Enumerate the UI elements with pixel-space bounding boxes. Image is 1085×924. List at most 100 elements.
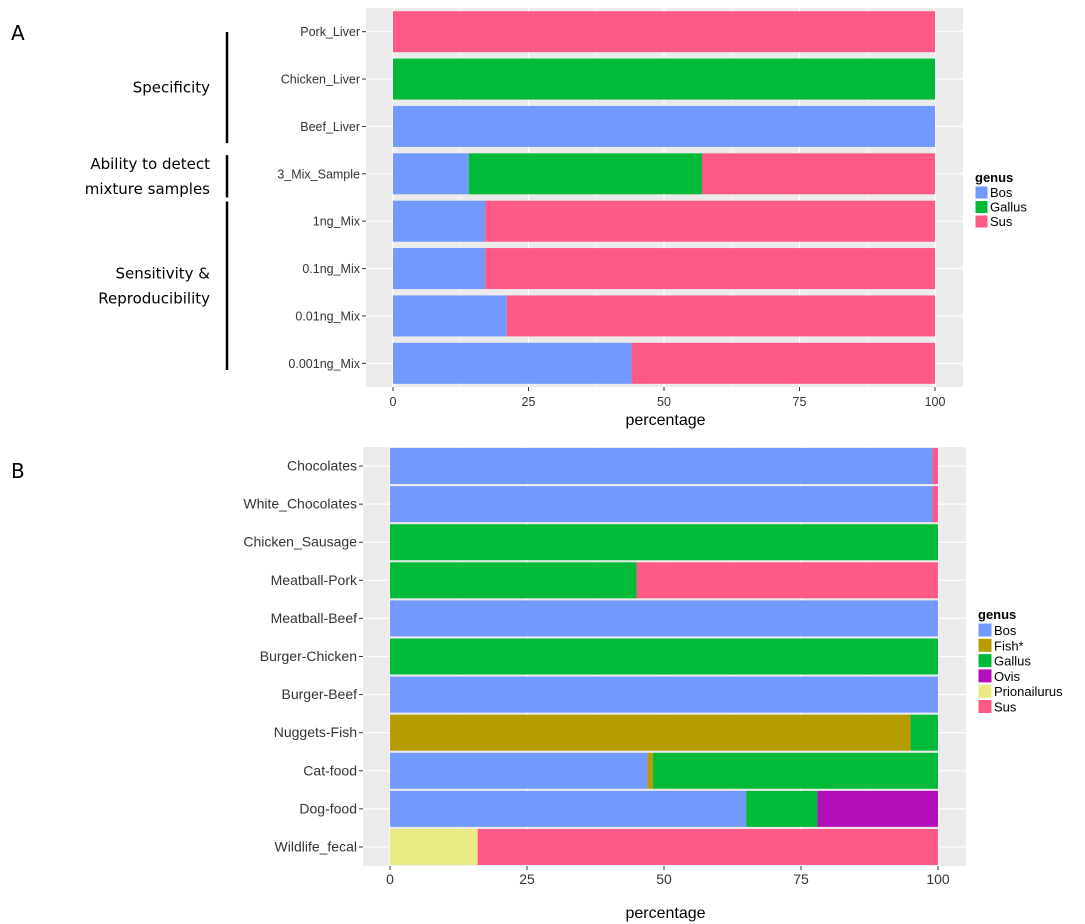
legend-key-sus (974, 214, 989, 229)
y-tick-label: Beef_Liver (300, 120, 360, 134)
y-tick-label: Chocolates (287, 458, 357, 474)
panel-a: A Pork_Liver Chicken_Liver Beef_Liver 3_Mix_… (11, 8, 1027, 429)
bar-segment-fish-nuggets-fish (390, 714, 911, 751)
y-tick-label: Burger-Chicken (260, 648, 357, 664)
bar-segment-sus-3-mix-sample (701, 153, 935, 195)
panel-b: B Chocolates White_Chocolates Chicken_Sausa… (11, 447, 1063, 922)
legend-title: genus (975, 170, 1013, 185)
legend-key-gallus (974, 200, 989, 214)
bar-segment-bos-cat-food (390, 752, 648, 789)
legend-key-bos (974, 185, 989, 200)
bar-segment-sus-0-1ng-mix (485, 248, 935, 290)
y-tick-label: Chicken_Liver (281, 73, 360, 87)
x-tick-label: 50 (656, 871, 672, 887)
bar-segment-sus-0-01ng-mix (506, 295, 935, 337)
x-axis-title: percentage (625, 412, 705, 429)
bars (393, 11, 935, 384)
bar-segment-gallus-chicken-sausage (390, 524, 938, 561)
bar-segment-gallus-3-mix-sample (468, 153, 702, 195)
bar-segment-gallus-meatball-pork (390, 562, 637, 599)
bar-segment-bos-white-chocolates (390, 486, 933, 523)
legend-key-prionailurus (977, 683, 993, 699)
y-tick-label: 0.01ng_Mix (295, 309, 360, 323)
x-tick-label: 50 (657, 395, 671, 409)
bar-segment-gallus-cat-food (653, 752, 938, 789)
bar-segment-sus-1ng-mix (485, 200, 935, 242)
legend-label: Sus (990, 214, 1013, 229)
legend-key-fish (977, 637, 993, 653)
bar-segment-bos-beef-liver (393, 105, 935, 147)
x-tick-label: 0 (390, 395, 397, 409)
bar-segment-bos-3-mix-sample (393, 153, 469, 195)
x-tick-label: 25 (519, 871, 535, 887)
group-label: Sensitivity & (115, 264, 210, 282)
bar-segment-sus-0-001ng-mix (631, 342, 935, 384)
y-tick-label: Meatball-Beef (271, 610, 357, 626)
bar-segment-bos-chocolates (390, 448, 933, 485)
y-axis: Pork_Liver Chicken_Liver Beef_Liver 3_Mix_S… (277, 25, 366, 371)
y-tick-label: Burger-Beef (282, 686, 358, 702)
bars (390, 448, 938, 865)
legend-title: genus (978, 607, 1016, 622)
y-tick-label: Cat-food (303, 762, 357, 778)
bar-segment-prionailurus-wildlife-fecal (390, 828, 478, 865)
x-axis: 0 25 50 75 100 percentage (390, 387, 945, 429)
group-annotations: Specificity Ability to detect mixture samp… (85, 32, 229, 370)
bar-segment-gallus-chicken-liver (393, 58, 935, 100)
bar-segment-sus-meatball-pork (636, 562, 938, 599)
x-axis: 0 25 50 75 100 percentage (386, 866, 950, 922)
bar-segment-sus-white-chocolates (932, 486, 938, 523)
legend-key-ovis (977, 668, 993, 684)
legend-label: Ovis (994, 669, 1021, 684)
x-axis-title: percentage (625, 905, 705, 922)
bar-segment-bos-0-1ng-mix (393, 248, 486, 290)
legend-key-gallus (977, 653, 993, 669)
x-tick-label: 75 (793, 871, 809, 887)
group-label: mixture samples (85, 180, 210, 198)
y-tick-label: 3_Mix_Sample (277, 167, 360, 181)
y-tick-label: 0.001ng_Mix (288, 357, 360, 371)
legend-key-sus (977, 699, 993, 714)
y-tick-label: Chicken_Sausage (243, 534, 357, 550)
panel-letter-a: A (11, 21, 25, 45)
bar-segment-fish-cat-food (647, 752, 654, 789)
panel-letter-b: B (11, 459, 25, 483)
y-tick-label: 0.1ng_Mix (302, 262, 360, 276)
bar-segment-bos-meatball-beef (390, 600, 938, 637)
bar-segment-bos-0-01ng-mix (393, 295, 507, 337)
legend-label: Prionailurus (994, 684, 1063, 699)
x-tick-label: 100 (926, 871, 950, 887)
x-tick-label: 25 (522, 395, 536, 409)
legend-label: Gallus (990, 200, 1027, 215)
group-label: Ability to detect (90, 155, 210, 173)
bar-segment-sus-chocolates (932, 448, 938, 485)
bar-segment-gallus-burger-chicken (390, 638, 938, 675)
y-tick-label: Pork_Liver (300, 25, 360, 39)
legend-key-bos (977, 622, 993, 638)
bar-segment-bos-1ng-mix (393, 200, 486, 242)
y-tick-label: Nuggets-Fish (274, 724, 357, 740)
group-label: Reproducibility (98, 289, 210, 307)
y-tick-label: 1ng_Mix (313, 215, 361, 229)
group-label: Specificity (133, 79, 210, 97)
bar-segment-gallus-dog-food (746, 790, 818, 827)
bar-segment-gallus-nuggets-fish (910, 714, 938, 751)
bar-segment-bos-burger-beef (390, 676, 938, 713)
bar-segment-sus-wildlife-fecal (477, 828, 938, 865)
x-tick-label: 0 (386, 871, 394, 887)
legend-label: Bos (994, 623, 1017, 638)
y-tick-label: White_Chocolates (243, 496, 357, 512)
y-tick-label: Dog-food (299, 800, 357, 816)
y-axis: Chocolates White_Chocolates Chicken_Sausag… (243, 458, 363, 854)
x-tick-label: 75 (793, 395, 807, 409)
bar-segment-ovis-dog-food (817, 790, 938, 827)
legend-label: Fish* (994, 638, 1024, 653)
y-tick-label: Meatball-Pork (271, 572, 358, 588)
bar-segment-sus-pork-liver (393, 11, 935, 53)
legend-label: Bos (990, 185, 1013, 200)
legend-label: Sus (994, 700, 1017, 715)
legend-label: Gallus (994, 654, 1031, 669)
